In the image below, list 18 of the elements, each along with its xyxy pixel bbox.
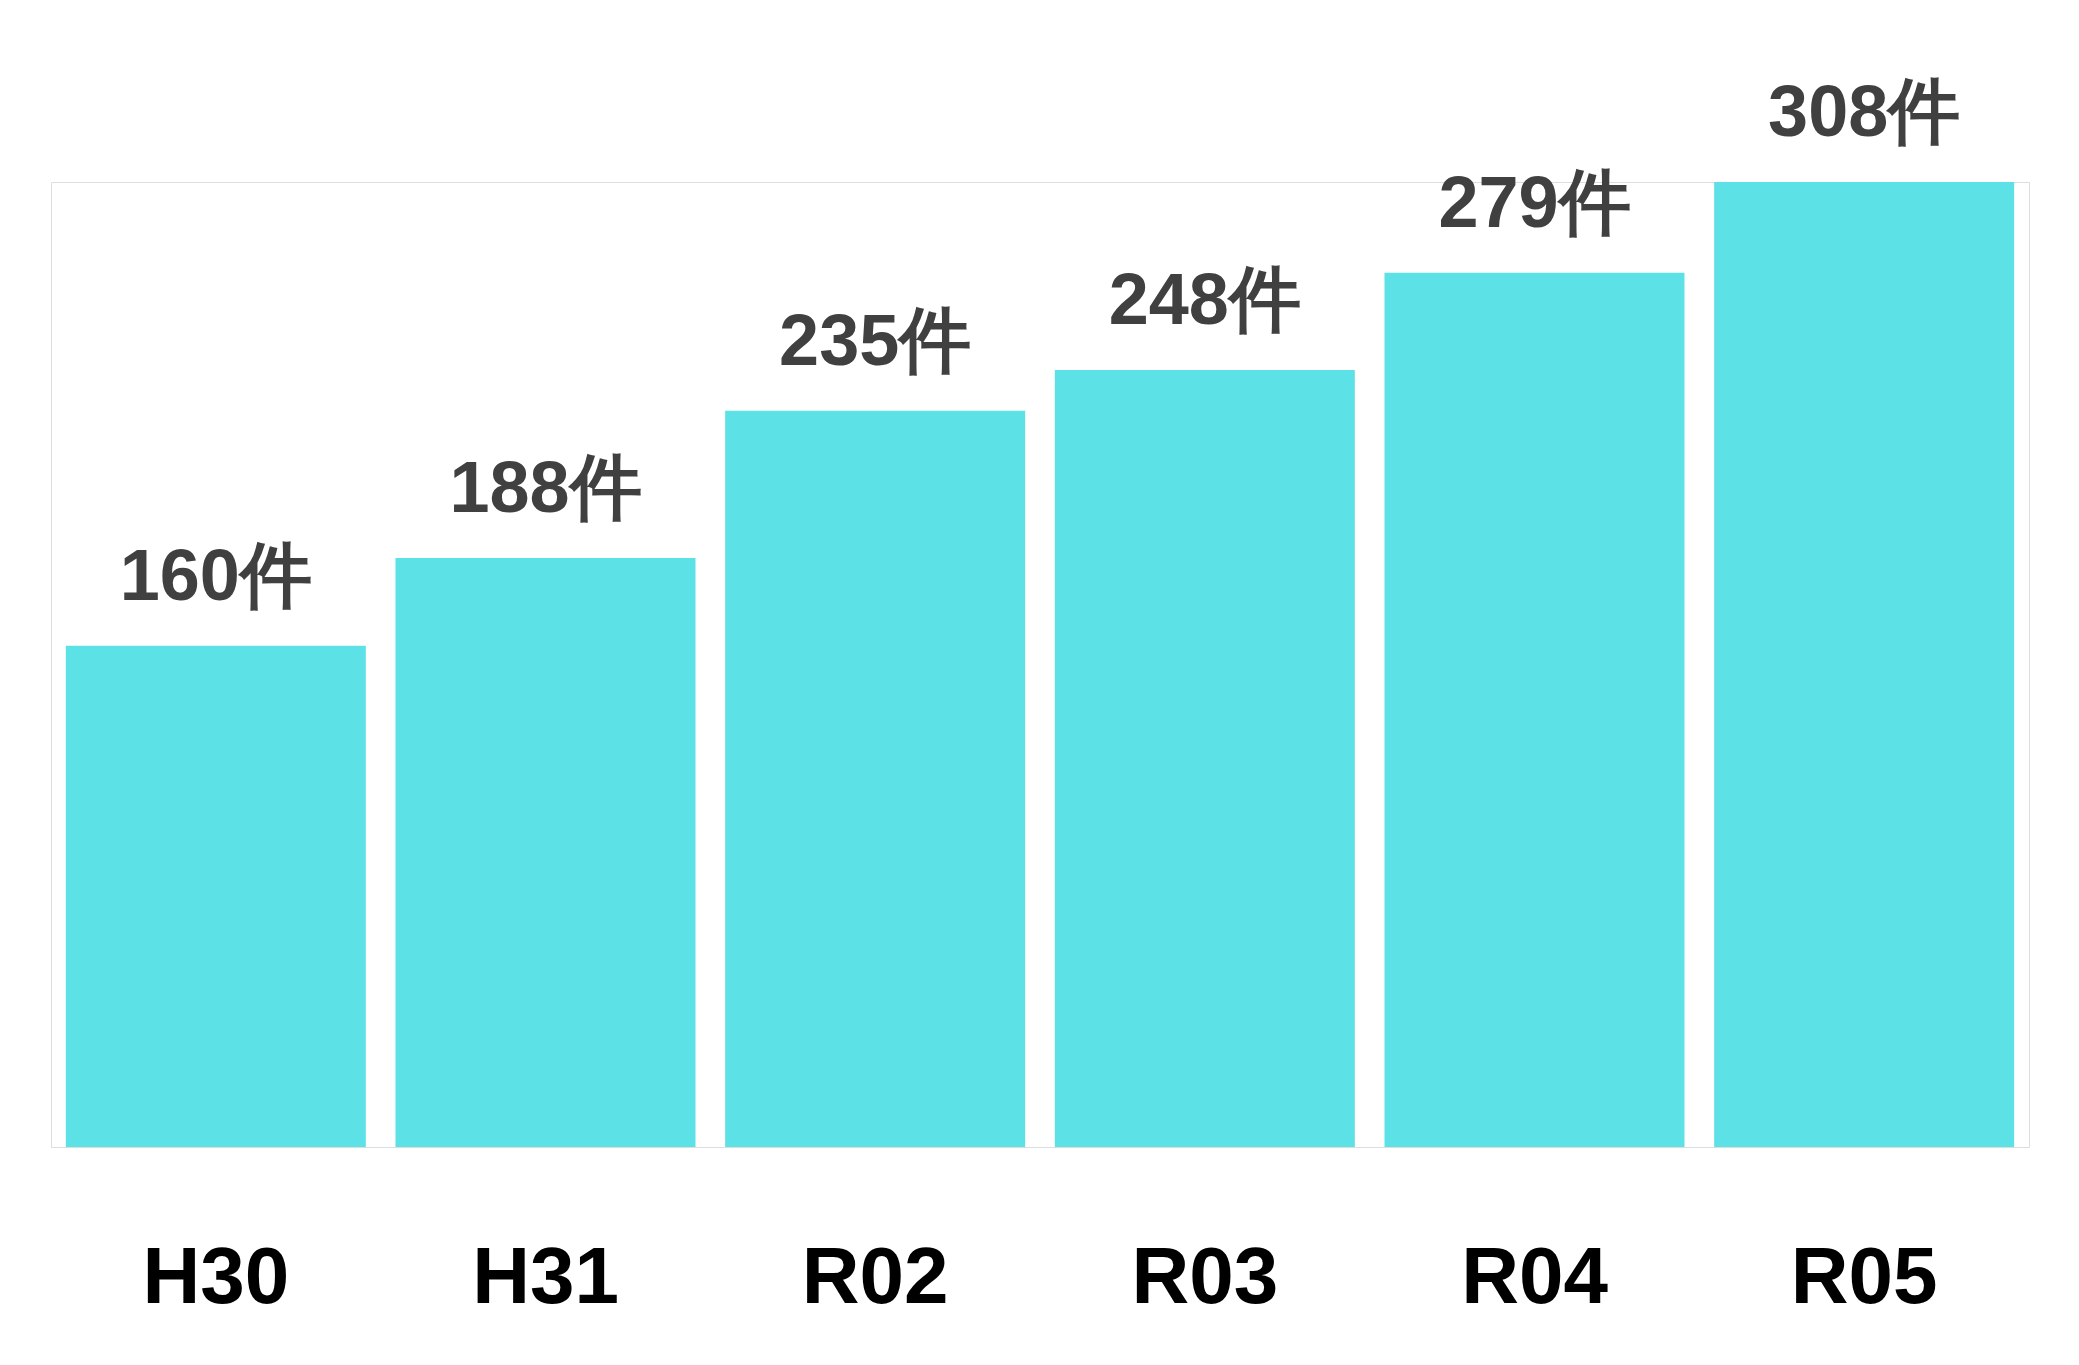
data-label: 279件 bbox=[1438, 161, 1631, 242]
bar bbox=[1054, 369, 1355, 1147]
x-tick-label: R05 bbox=[1790, 1230, 1938, 1320]
data-label: 235件 bbox=[779, 299, 972, 380]
bar bbox=[65, 645, 366, 1147]
data-label: 248件 bbox=[1108, 258, 1301, 339]
x-tick-label: R04 bbox=[1461, 1230, 1609, 1320]
bar bbox=[1714, 182, 2015, 1147]
bar bbox=[1384, 272, 1685, 1147]
x-tick-label: H31 bbox=[472, 1230, 619, 1320]
bar bbox=[725, 410, 1026, 1147]
x-tick-label: R03 bbox=[1131, 1230, 1279, 1320]
x-tick-label: R02 bbox=[801, 1230, 949, 1320]
data-label: 308件 bbox=[1768, 71, 1961, 151]
data-label: 188件 bbox=[449, 446, 642, 527]
bar bbox=[395, 557, 696, 1147]
data-label: 160件 bbox=[119, 534, 312, 615]
x-tick-label: H30 bbox=[142, 1230, 290, 1320]
